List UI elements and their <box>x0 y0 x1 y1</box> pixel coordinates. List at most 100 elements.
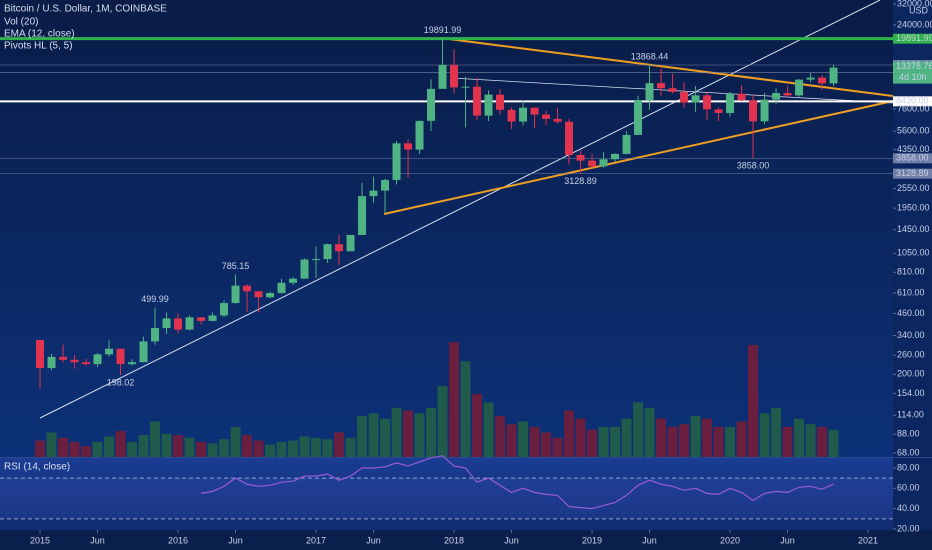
rsi-tick-label: 20.00 <box>897 523 920 533</box>
candle-body <box>519 107 528 122</box>
pivot-label: 3858.00 <box>737 161 770 171</box>
volume-bar <box>644 407 655 457</box>
level-label: 19891.99 <box>896 33 932 43</box>
volume-bar <box>759 413 770 457</box>
x-tick-label: 2015 <box>30 535 50 545</box>
volume-bar <box>288 440 299 457</box>
candle-body <box>553 118 562 122</box>
candle-body <box>105 348 114 355</box>
candle-body <box>829 67 838 84</box>
y-tick-label: 260.00 <box>897 350 925 360</box>
candle-body <box>312 259 321 261</box>
candle-body <box>737 93 746 101</box>
x-tick-label: Jun <box>504 535 519 545</box>
candle-body <box>645 83 654 101</box>
candle-body <box>588 160 597 167</box>
volume-bar <box>782 426 793 457</box>
pivot-label: 785.15 <box>222 261 250 271</box>
volume-bar <box>35 440 46 457</box>
volume-bar <box>426 407 437 457</box>
x-tick-label: Jun <box>90 535 105 545</box>
candle-body <box>266 293 275 298</box>
y-tick-label: 200.00 <box>897 369 925 379</box>
candle-body <box>174 318 183 330</box>
candle-body <box>691 95 700 103</box>
volume-bar <box>794 418 805 457</box>
volume-bar <box>184 437 195 457</box>
candle-body <box>47 356 56 369</box>
volume-bar <box>725 426 736 457</box>
volume-bar <box>656 418 667 457</box>
level-label: 3128.89 <box>896 168 929 178</box>
candle-body <box>680 91 689 103</box>
candle-body <box>726 93 735 113</box>
volume-bar <box>518 421 529 457</box>
x-tick-label: 2018 <box>444 535 464 545</box>
volume-bar <box>104 436 115 457</box>
candle-body <box>806 77 815 80</box>
pivot-label: 13868.44 <box>631 51 669 61</box>
candle-body <box>507 109 516 122</box>
candle-body <box>622 134 631 154</box>
candle-body <box>714 109 723 113</box>
candle-body <box>162 318 171 329</box>
candle-body <box>151 328 160 342</box>
y-tick-label: 114.00 <box>897 410 924 420</box>
volume-bar <box>299 436 310 457</box>
candle-body <box>82 362 91 365</box>
candle-body <box>795 79 804 96</box>
y-tick-label: 610.00 <box>897 287 925 297</box>
volume-bar <box>805 424 816 457</box>
candle-body <box>565 121 574 155</box>
candle-body <box>749 100 758 122</box>
x-tick-label: 2020 <box>720 535 740 545</box>
volume-bar <box>598 426 609 457</box>
x-tick-label: 2016 <box>168 535 188 545</box>
candle-body <box>36 340 45 369</box>
level-label: 3858.00 <box>896 153 929 163</box>
volume-bar <box>702 418 713 457</box>
candle-body <box>289 278 298 283</box>
volume-bar <box>69 441 80 457</box>
trendline <box>383 100 894 215</box>
volume-bar <box>575 418 586 457</box>
trendline <box>39 0 881 419</box>
candle-body <box>392 143 401 180</box>
volume-bar <box>541 432 552 457</box>
candle-body <box>335 244 344 252</box>
candle-body <box>346 234 355 252</box>
volume-bar <box>81 446 92 457</box>
pivot-label: 3128.89 <box>564 176 597 186</box>
candle-body <box>197 317 206 321</box>
indicator-label: Pivots HL (5, 5) <box>4 41 73 52</box>
volume-bar <box>357 416 368 457</box>
candle-body <box>323 244 332 260</box>
rsi-line <box>200 455 834 510</box>
x-tick-label: Jun <box>642 535 657 545</box>
volume-bar <box>403 410 414 457</box>
volume-bar <box>610 426 621 457</box>
y-tick-label: 5600.00 <box>897 126 930 136</box>
candle-body <box>542 114 551 119</box>
rsi-title: RSI (14, close) <box>4 462 70 473</box>
volume-bar <box>391 407 402 457</box>
candle-body <box>772 92 781 100</box>
x-tick-label: Jun <box>228 535 243 545</box>
volume-bar <box>449 342 460 457</box>
volume-bar <box>276 441 287 457</box>
volume-bar <box>242 435 253 457</box>
candle-body <box>93 354 102 365</box>
rsi-tick-label: 80.00 <box>897 462 920 472</box>
price-axis <box>893 0 932 530</box>
x-tick-label: 2017 <box>306 535 326 545</box>
level-label-bg <box>893 153 932 164</box>
volume-bar <box>817 426 828 457</box>
candle-body <box>496 94 505 110</box>
chart-title: Bitcoin / U.S. Dollar, 1M, COINBASE <box>4 4 167 15</box>
volume-bar <box>736 421 747 457</box>
candle-body <box>300 259 309 279</box>
volume-bar <box>460 361 471 457</box>
y-tick-label: 68.00 <box>897 447 920 457</box>
volume-bar <box>564 410 575 457</box>
